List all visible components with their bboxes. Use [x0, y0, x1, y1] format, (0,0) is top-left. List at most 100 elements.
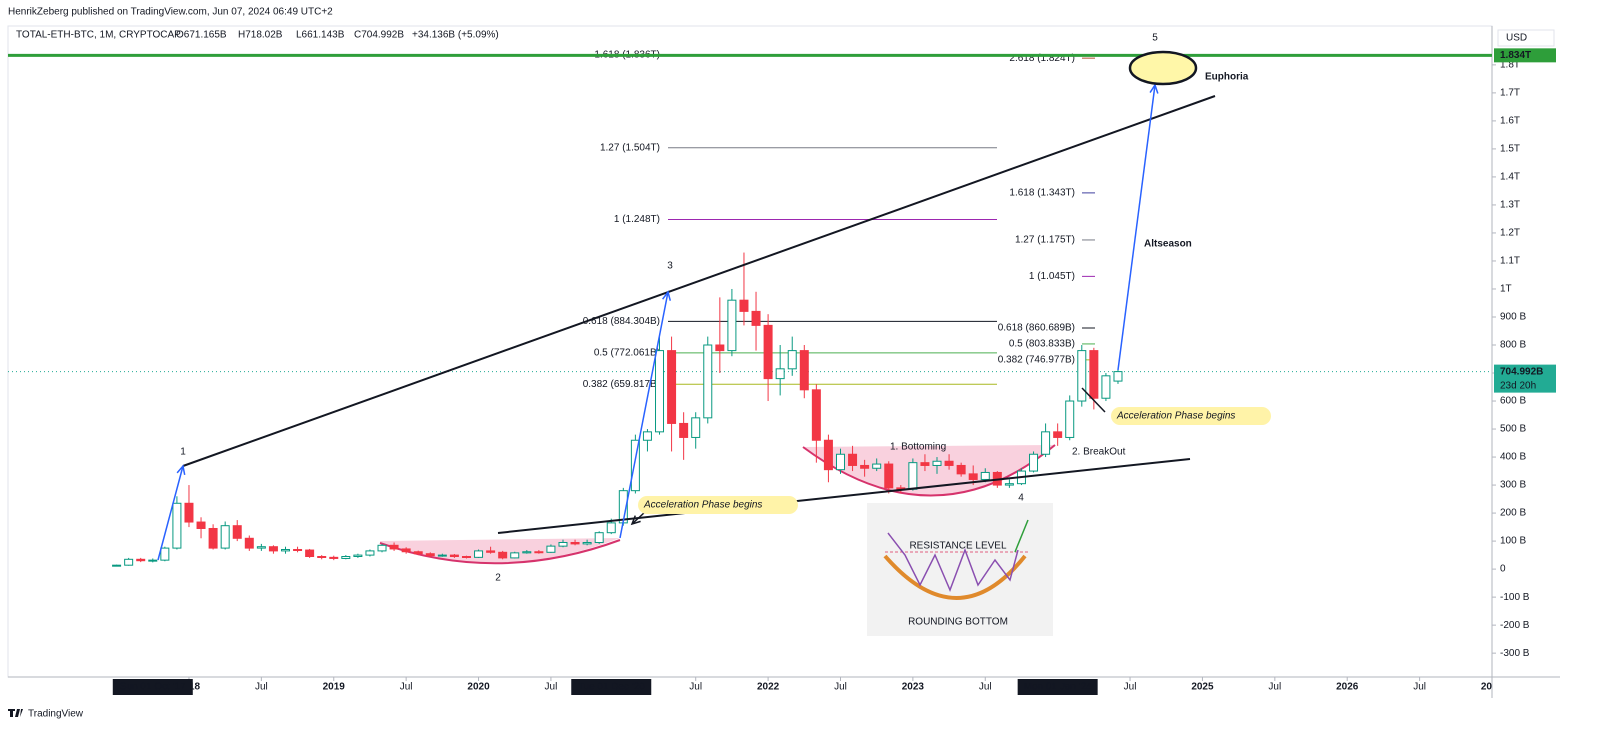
candle-body	[124, 558, 134, 566]
candle-body	[1053, 431, 1063, 438]
y-tick-label: 1.7T	[1500, 88, 1520, 99]
x-tick-label: Jul	[545, 682, 558, 693]
candle-body	[642, 431, 652, 441]
candle-body	[968, 473, 978, 480]
x-marker-label: Tue 01 Dec '20	[578, 682, 646, 693]
x-tick-label: 2019	[323, 682, 346, 693]
change: +34.136B (+5.09%)	[412, 30, 499, 41]
candle-body	[884, 463, 894, 489]
x-tick-group: 2026	[1336, 677, 1359, 693]
symbol: TOTAL-ETH-BTC, 1M, CRYPTOCAP	[16, 30, 181, 41]
candle-body	[196, 521, 206, 529]
candle-body	[268, 546, 278, 552]
fib-label: 0.618 (884.304B)	[583, 316, 660, 327]
bottoming: 1. Bottoming	[890, 442, 946, 453]
candle-body	[317, 556, 327, 559]
y-tick-label: 400 B	[1500, 452, 1526, 463]
candle-body	[474, 550, 484, 558]
candle-body	[244, 537, 254, 549]
candle-body	[1029, 453, 1039, 472]
fib-label: 0.5 (772.061B)	[594, 347, 660, 358]
x-tick-group: Jul	[1268, 677, 1281, 693]
ohlc-value: L661.143B	[296, 30, 345, 41]
y-tick-label: 1.5T	[1500, 144, 1520, 155]
candle-body	[570, 541, 580, 545]
candle-body	[715, 344, 725, 352]
candle-body	[582, 541, 592, 545]
candle-body	[1004, 483, 1014, 486]
inset-resistance-label: RESISTANCE LEVEL	[909, 541, 1007, 552]
candle-body	[172, 502, 182, 549]
x-tick-label: 2023	[902, 682, 925, 693]
fib-label: 0.5 (803.833B)	[1009, 339, 1075, 350]
candle-body	[160, 547, 170, 561]
arrow-head	[662, 290, 672, 301]
candle-body	[751, 310, 761, 326]
currency: USD	[1506, 33, 1527, 44]
x-tick-group: 2023	[902, 677, 925, 693]
note-pill	[1111, 407, 1271, 425]
candle-body	[860, 464, 870, 469]
arrow	[1117, 84, 1156, 371]
arrow	[157, 465, 184, 561]
candle-body	[280, 548, 290, 552]
wave-label: 1	[180, 447, 186, 458]
y-tick-label: 1.6T	[1500, 116, 1520, 127]
candle-body	[329, 556, 339, 559]
fib-label: 0.382 (746.977B)	[998, 354, 1075, 365]
candle-body	[353, 554, 363, 558]
arrow-head	[1149, 83, 1159, 94]
candle-body	[220, 525, 230, 549]
fib-label: 1.27 (1.504T)	[600, 142, 660, 153]
footer-brand: TradingView	[28, 709, 84, 720]
altseason: Altseason	[1144, 239, 1192, 250]
candle-body	[727, 299, 737, 352]
candle-body	[932, 460, 942, 466]
candle-body	[377, 544, 387, 552]
y-tick-label: 0	[1500, 564, 1506, 575]
x-marker-label: Mon 01 Jan '24	[1024, 682, 1093, 693]
arrow	[619, 291, 669, 539]
note-pill	[638, 496, 798, 514]
candle-body	[558, 541, 568, 547]
last-price-label: 704.992B	[1500, 366, 1543, 377]
candle-body	[920, 462, 930, 466]
candle-body	[437, 554, 447, 557]
candle-body	[365, 550, 375, 556]
candle-body	[956, 464, 966, 475]
y-tick-label: 900 B	[1500, 312, 1526, 323]
candle-body	[148, 559, 158, 562]
candle-body	[413, 551, 423, 555]
x-tick-group: Jul	[1413, 677, 1426, 693]
fib-label: 1.27 (1.175T)	[1015, 235, 1075, 246]
candle-body	[510, 552, 520, 559]
x-tick-label: Jul	[1124, 682, 1137, 693]
candle-body	[872, 463, 882, 469]
y-tick-label: 600 B	[1500, 396, 1526, 407]
y-tick-label: -200 B	[1500, 620, 1530, 631]
candle-body	[667, 350, 677, 424]
candle-body	[534, 551, 544, 554]
x-marker-box	[112, 679, 193, 695]
x-tick-group: Jul	[545, 677, 558, 693]
breakout: 2. BreakOut	[1072, 447, 1126, 458]
candle-body	[341, 556, 351, 559]
trendline	[182, 95, 1216, 467]
x-tick-label: 2027	[1481, 682, 1504, 693]
acceleration-note: Acceleration Phase begins	[1116, 411, 1235, 422]
candle-body	[606, 522, 616, 534]
x-tick-group: 2022	[757, 677, 780, 693]
x-tick-group: 2025	[1191, 677, 1214, 693]
candle-body	[1077, 350, 1087, 402]
publisher: HenrikZeberg published on TradingView.co…	[8, 7, 333, 18]
countdown: 23d 20h	[1500, 380, 1536, 391]
target-box	[1494, 48, 1556, 63]
wave-label: 5	[1152, 33, 1158, 44]
candle-body	[112, 564, 122, 567]
x-tick-group: 2019	[323, 677, 346, 693]
candle-body	[1089, 350, 1099, 399]
x-tick-label: 2022	[757, 682, 780, 693]
y-tick-label: 100 B	[1500, 536, 1526, 547]
candle-body	[1113, 371, 1123, 382]
